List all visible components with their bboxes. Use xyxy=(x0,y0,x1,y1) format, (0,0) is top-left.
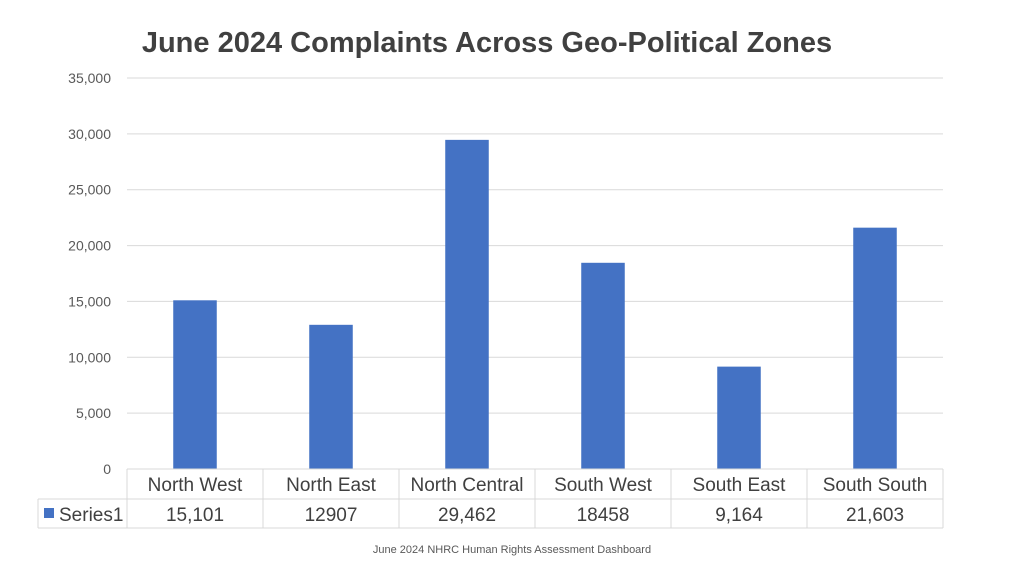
data-label: 12907 xyxy=(305,505,358,526)
bar xyxy=(853,227,897,469)
data-label: 15,101 xyxy=(166,505,224,526)
x-tick-label: South East xyxy=(693,475,787,496)
y-tick-label: 5,000 xyxy=(76,405,111,421)
bar xyxy=(309,324,353,469)
x-tick-label: North East xyxy=(286,475,376,496)
chart-title: June 2024 Complaints Across Geo-Politica… xyxy=(142,27,832,59)
legend-swatch xyxy=(44,508,54,518)
x-tick-label: South West xyxy=(554,475,653,496)
bar xyxy=(581,262,625,469)
legend-label: Series1 xyxy=(59,505,123,526)
data-label: 21,603 xyxy=(846,505,904,526)
data-label: 29,462 xyxy=(438,505,496,526)
bar xyxy=(173,300,217,469)
data-table: North West 15,101 North East 12907 North Cen… xyxy=(37,468,944,529)
bar xyxy=(445,139,489,469)
bars xyxy=(173,139,897,469)
y-tick-label: 35,000 xyxy=(68,70,111,86)
gridlines xyxy=(127,77,943,414)
footer-text: June 2024 NHRC Human Rights Assessment D… xyxy=(373,544,651,556)
y-tick-label: 10,000 xyxy=(68,349,111,365)
data-label: 9,164 xyxy=(715,505,763,526)
y-tick-label: 0 xyxy=(103,461,111,477)
y-tick-label: 15,000 xyxy=(68,293,111,309)
y-axis-tick-labels: 0 5,000 10,000 15,000 20,000 25,000 30,000 35,0… xyxy=(68,70,111,477)
y-tick-label: 20,000 xyxy=(68,238,111,254)
y-tick-label: 30,000 xyxy=(68,126,111,142)
x-tick-label: North West xyxy=(148,475,243,496)
y-tick-label: 25,000 xyxy=(68,182,111,198)
data-label: 18458 xyxy=(577,505,630,526)
x-tick-label: North Central xyxy=(411,475,524,496)
bar xyxy=(717,366,761,469)
x-tick-label: South South xyxy=(823,475,928,496)
